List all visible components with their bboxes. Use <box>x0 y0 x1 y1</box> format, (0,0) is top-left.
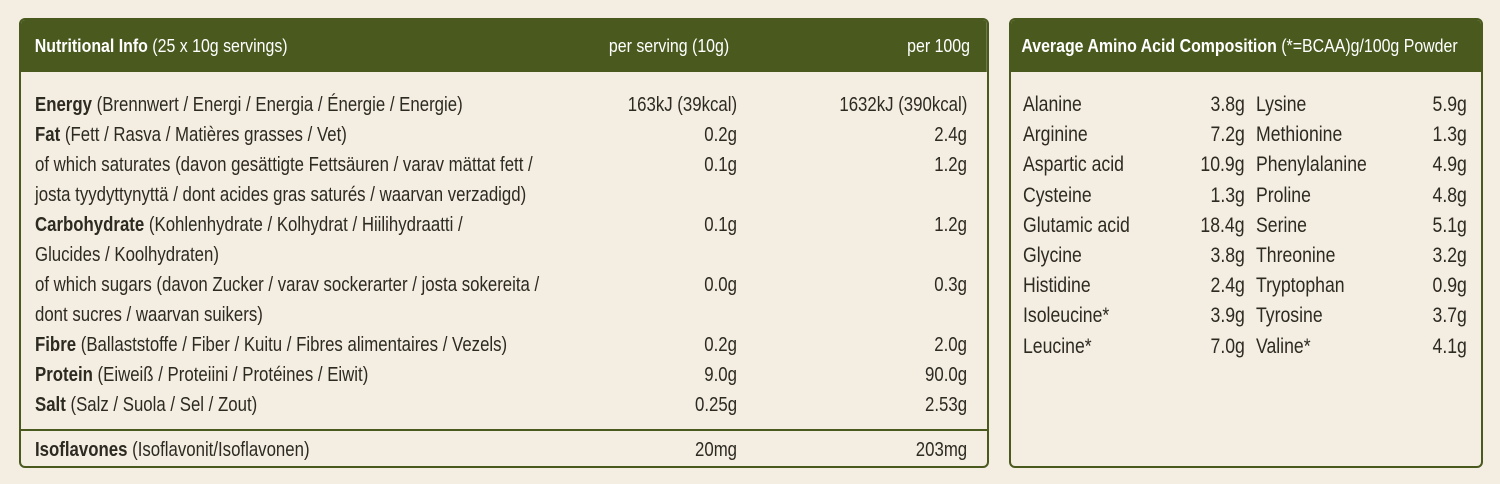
nutrient-label: Fibre (Ballaststoffe / Fiber / Kuitu / F… <box>35 330 507 360</box>
nutrient-label: of which saturates (davon gesättigte Fet… <box>35 150 533 210</box>
amino-acid-name: Isoleucine* <box>1023 304 1110 328</box>
per-serving-value: 0.2g <box>704 334 737 356</box>
amino-acid-value: 4.9g <box>1432 153 1467 177</box>
amino-acid-value: 18.4g <box>1200 213 1245 237</box>
amino-acid-name: Phenylalanine <box>1256 153 1367 177</box>
amino-acid-value: 0.9g <box>1432 274 1467 298</box>
amino-acid-value: 1.3g <box>1432 123 1467 147</box>
isoflavones-per-100g: 203mg <box>915 439 967 461</box>
nutrient-label: Carbohydrate (Kohlenhydrate / Kolhydrat … <box>35 210 463 270</box>
per-serving-value: 0.2g <box>704 124 737 146</box>
amino-acid-value: 7.0g <box>1210 334 1245 358</box>
amino-acid-value: 3.2g <box>1432 244 1467 267</box>
amino-acid-name: Aspartic acid <box>1023 153 1124 177</box>
nutrition-header: Nutritional Info (25 x 10g servings) per… <box>21 20 987 72</box>
per-100g-value: 1632kJ (390kcal) <box>839 94 967 116</box>
amino-acid-name: Cysteine <box>1023 183 1092 207</box>
column-header-per-100g: per 100g <box>907 35 970 56</box>
amino-acid-value: 2.4g <box>1210 274 1245 298</box>
amino-acid-name: Methionine <box>1256 123 1343 147</box>
nutrition-subtitle: (25 x 10g servings) <box>147 35 288 56</box>
isoflavones-per-serving: 20mg <box>694 439 737 461</box>
amino-acid-name: Leucine* <box>1023 334 1092 358</box>
amino-acid-name: Arginine <box>1023 123 1088 147</box>
amino-acid-name: Proline <box>1256 183 1311 207</box>
nutrition-panel: Nutritional Info (25 x 10g servings) per… <box>19 18 989 468</box>
amino-acid-value: 4.1g <box>1432 334 1467 358</box>
nutrient-description: (Ballaststoffe / Fiber / Kuitu / Fibres … <box>76 334 508 356</box>
nutrient-name: Carbohydrate <box>35 214 145 236</box>
per-100g-value: 1.2g <box>934 214 967 236</box>
isoflavones-desc: (Isoflavonit/Isoflavonen) <box>127 439 310 461</box>
nutrient-label: Salt (Salz / Suola / Sel / Zout) <box>35 390 257 420</box>
per-100g-value: 1.2g <box>934 154 967 176</box>
nutrient-name: Fat <box>35 124 61 146</box>
amino-acid-value: 5.1g <box>1432 213 1467 237</box>
nutrient-description-continued: josta tyydyttynyttä / dont acides gras s… <box>35 184 527 206</box>
nutrient-name: Protein <box>35 364 93 386</box>
nutrient-label: Energy (Brennwert / Energi / Energia / É… <box>35 90 463 120</box>
isoflavones-label: Isoflavones (Isoflavonit/Isoflavonen) <box>35 435 310 465</box>
amino-acid-value: 3.8g <box>1210 244 1245 267</box>
nutrient-description-continued: Glucides / Koolhydraten) <box>35 244 219 266</box>
amino-title: Average Amino Acid Composition <box>1021 35 1277 56</box>
per-serving-value: 0.1g <box>704 214 737 236</box>
per-100g-value: 90.0g <box>924 364 967 386</box>
per-100g-value: 2.4g <box>934 124 967 146</box>
per-serving-value: 163kJ (39kcal) <box>627 94 737 116</box>
nutrient-label: Protein (Eiweiß / Proteiini / Protéines … <box>35 360 368 390</box>
per-100g-value: 2.53g <box>924 394 967 416</box>
amino-acid-name: Serine <box>1256 213 1307 237</box>
amino-acid-panel: Average Amino Acid Composition (*=BCAA)g… <box>1009 18 1483 468</box>
nutrient-name: Fibre <box>35 334 77 356</box>
nutrient-description: (Salz / Suola / Sel / Zout) <box>65 394 258 416</box>
amino-acid-name: Glycine <box>1023 244 1082 267</box>
footer-divider <box>21 429 987 431</box>
amino-acid-value: 5.9g <box>1432 93 1467 116</box>
amino-acid-name: Tryptophan <box>1256 274 1345 298</box>
per-100g-value: 0.3g <box>934 274 967 296</box>
nutrient-description: (Eiweiß / Proteiini / Protéines / Eiwit) <box>92 364 369 386</box>
nutrient-label: Fat (Fett / Rasva / Matières grasses / V… <box>35 120 347 150</box>
per-serving-value: 0.0g <box>704 274 737 296</box>
amino-acid-name: Tyrosine <box>1256 304 1323 328</box>
nutrition-title-group: Nutritional Info (25 x 10g servings) <box>35 35 288 57</box>
amino-acid-value: 4.8g <box>1432 183 1467 207</box>
nutrient-description-continued: dont sucres / waarvan suikers) <box>35 304 263 326</box>
amino-acid-name: Histidine <box>1023 274 1091 298</box>
amino-acid-name: Lysine <box>1256 93 1307 116</box>
amino-acid-value: 10.9g <box>1200 153 1245 177</box>
nutrient-description: (Fett / Rasva / Matières grasses / Vet) <box>60 124 347 146</box>
nutrient-description: of which saturates (davon gesättigte Fet… <box>35 154 533 176</box>
nutrient-name: Energy <box>35 94 92 116</box>
nutrient-description: (Kohlenhydrate / Kolhydrat / Hiilihydraa… <box>144 214 463 236</box>
per-100g-value: 2.0g <box>934 334 967 356</box>
amino-acid-value: 7.2g <box>1210 123 1245 147</box>
per-serving-value: 0.1g <box>704 154 737 176</box>
per-serving-value: 0.25g <box>694 394 737 416</box>
amino-acid-value: 3.9g <box>1210 304 1245 328</box>
amino-acid-name: Threonine <box>1256 244 1336 267</box>
amino-acid-name: Glutamic acid <box>1023 213 1130 237</box>
amino-acid-value: 3.7g <box>1432 304 1467 328</box>
nutrient-description: (Brennwert / Energi / Energia / Énergie … <box>91 94 463 116</box>
nutrient-name: Salt <box>35 394 66 416</box>
nutrient-description: of which sugars (davon Zucker / varav so… <box>35 274 540 296</box>
nutrient-label: of which sugars (davon Zucker / varav so… <box>35 270 539 330</box>
per-serving-value: 9.0g <box>704 364 737 386</box>
amino-subtitle: (*=BCAA)g/100g Powder <box>1276 35 1458 56</box>
amino-acid-name: Valine* <box>1256 334 1311 358</box>
amino-acid-value: 3.8g <box>1210 93 1245 116</box>
amino-acid-name: Alanine <box>1023 93 1082 116</box>
amino-acid-value: 1.3g <box>1210 183 1245 207</box>
isoflavones-name: Isoflavones <box>35 439 128 461</box>
nutrition-title: Nutritional Info <box>34 35 148 56</box>
column-header-per-serving: per serving (10g) <box>608 35 730 56</box>
amino-title-group: Average Amino Acid Composition (*=BCAA)g… <box>1021 35 1457 57</box>
amino-header: Average Amino Acid Composition (*=BCAA)g… <box>1011 20 1481 72</box>
